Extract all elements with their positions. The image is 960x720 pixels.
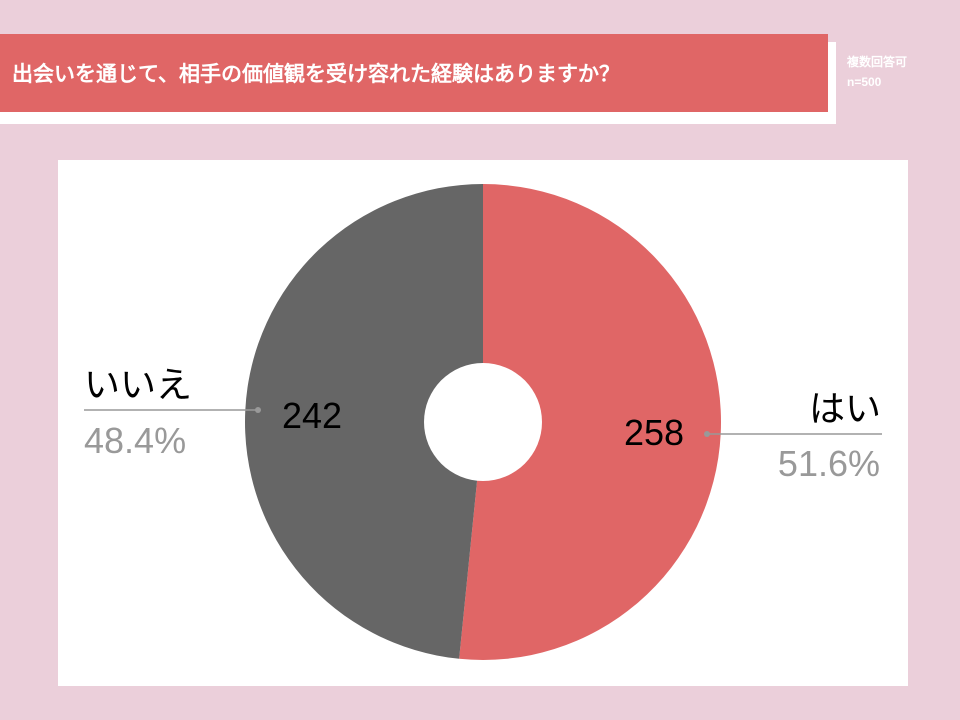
leader-dot-no	[255, 407, 261, 413]
sample-size-note: n=500	[847, 75, 882, 89]
survey-note: 複数回答可 n=500	[847, 52, 907, 92]
value-label-no: 242	[282, 395, 342, 436]
category-label-no: いいえ	[84, 365, 192, 406]
percent-label-yes: 51.6%	[778, 443, 880, 484]
slice-no	[244, 184, 483, 659]
value-label-yes: 258	[624, 412, 684, 453]
leader-dot-yes	[704, 431, 710, 437]
slice-yes	[459, 184, 721, 660]
donut-hole	[424, 363, 542, 481]
category-label-yes: はい	[809, 389, 881, 430]
page-title: 出会いを通じて、相手の価値観を受け容れた経験はありますか？	[12, 62, 620, 86]
percent-label-no: 48.4%	[84, 420, 186, 461]
multiple-answers-note: 複数回答可	[847, 55, 908, 69]
title-banner	[0, 34, 828, 112]
